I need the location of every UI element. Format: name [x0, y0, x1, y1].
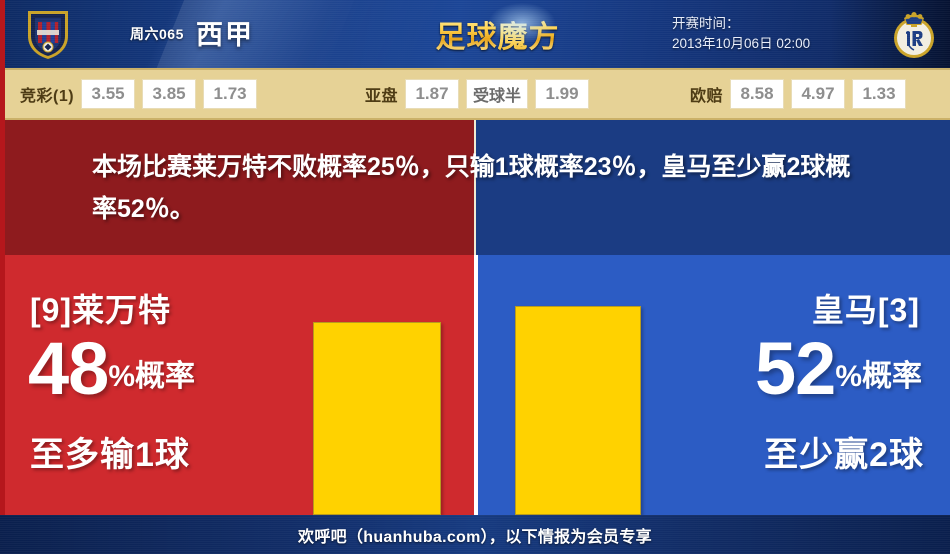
banner-divider	[474, 120, 476, 255]
round-number: 周六065	[130, 26, 184, 42]
odds-value-cell[interactable]: 3.85	[142, 79, 197, 109]
odds-group-label: 竞彩(1)	[20, 88, 75, 105]
odds-value-cell[interactable]: 4.97	[791, 79, 846, 109]
odds-value-cell[interactable]: 1.99	[535, 79, 590, 109]
home-outcome-label: 至多输1球	[30, 436, 190, 474]
footer-text: 欢呼吧（huanhuba.com），以下情报为会员专享	[298, 528, 652, 546]
odds-handicap-cell[interactable]: 受球半	[466, 79, 529, 109]
probability-panels: [9]莱万特 48 %概率 至多输1球 皇马[3] 52 %概率 至少赢2球	[0, 255, 950, 515]
summary-text: 本场比赛莱万特不败概率25％，只输1球概率23％，皇马至少赢2球概率52％。	[92, 153, 851, 223]
header-bar: 周六065 西甲 足球 魔 方 开赛时间： 2013年10月06日 02:00	[0, 0, 950, 68]
odds-value-cell[interactable]: 1.33	[852, 79, 907, 109]
away-probability-suffix: %概率	[835, 360, 922, 393]
levante-crest-icon	[28, 11, 68, 59]
summary-banner: 本场比赛莱万特不败概率25％，只输1球概率23％，皇马至少赢2球概率52％。	[0, 120, 950, 255]
kickoff-time-block: 开赛时间： 2013年10月06日 02:00	[672, 14, 810, 54]
away-probability-bar	[515, 306, 641, 515]
odds-value-cell[interactable]: 1.87	[405, 79, 460, 109]
odds-value-cell[interactable]: 8.58	[730, 79, 785, 109]
brand-logo-part1: 足球	[436, 12, 498, 56]
home-probability-suffix: %概率	[108, 360, 195, 393]
odds-value-cell[interactable]: 1.73	[203, 79, 258, 109]
banner-right-half	[476, 120, 950, 255]
footer-bar: 欢呼吧（huanhuba.com），以下情报为会员专享	[0, 515, 950, 554]
home-probability-row: 48 %概率	[28, 327, 195, 410]
odds-bar: 竞彩(1) 3.55 3.85 1.73 亚盘 1.87 受球半 1.99 欧赔…	[0, 68, 950, 120]
home-team-name: [9]莱万特	[30, 292, 172, 328]
odds-group-label: 欧赔	[690, 88, 724, 105]
odds-group-yapan: 亚盘 1.87 受球半 1.99	[365, 70, 590, 118]
away-outcome-label: 至少赢2球	[764, 436, 924, 474]
away-probability-value: 52	[755, 327, 836, 410]
panel-divider	[474, 255, 478, 515]
odds-group-jingcai: 竞彩(1) 3.55 3.85 1.73	[20, 70, 258, 118]
away-team-name: 皇马[3]	[811, 292, 920, 328]
league-name: 西甲	[196, 20, 254, 50]
brand-glow-decoration	[487, 2, 557, 44]
odds-group-oupei: 欧赔 8.58 4.97 1.33	[690, 70, 907, 118]
kickoff-label: 开赛时间：	[672, 16, 740, 31]
kickoff-value: 2013年10月06日 02:00	[672, 36, 811, 51]
page-left-edge	[0, 0, 5, 515]
real-madrid-crest-icon	[894, 12, 934, 58]
odds-value-cell[interactable]: 3.55	[81, 79, 136, 109]
home-probability-value: 48	[28, 327, 109, 410]
banner-left-half	[0, 120, 476, 255]
home-probability-bar	[313, 322, 441, 515]
away-probability-row: 52 %概率	[755, 327, 922, 410]
odds-group-label: 亚盘	[365, 88, 399, 105]
